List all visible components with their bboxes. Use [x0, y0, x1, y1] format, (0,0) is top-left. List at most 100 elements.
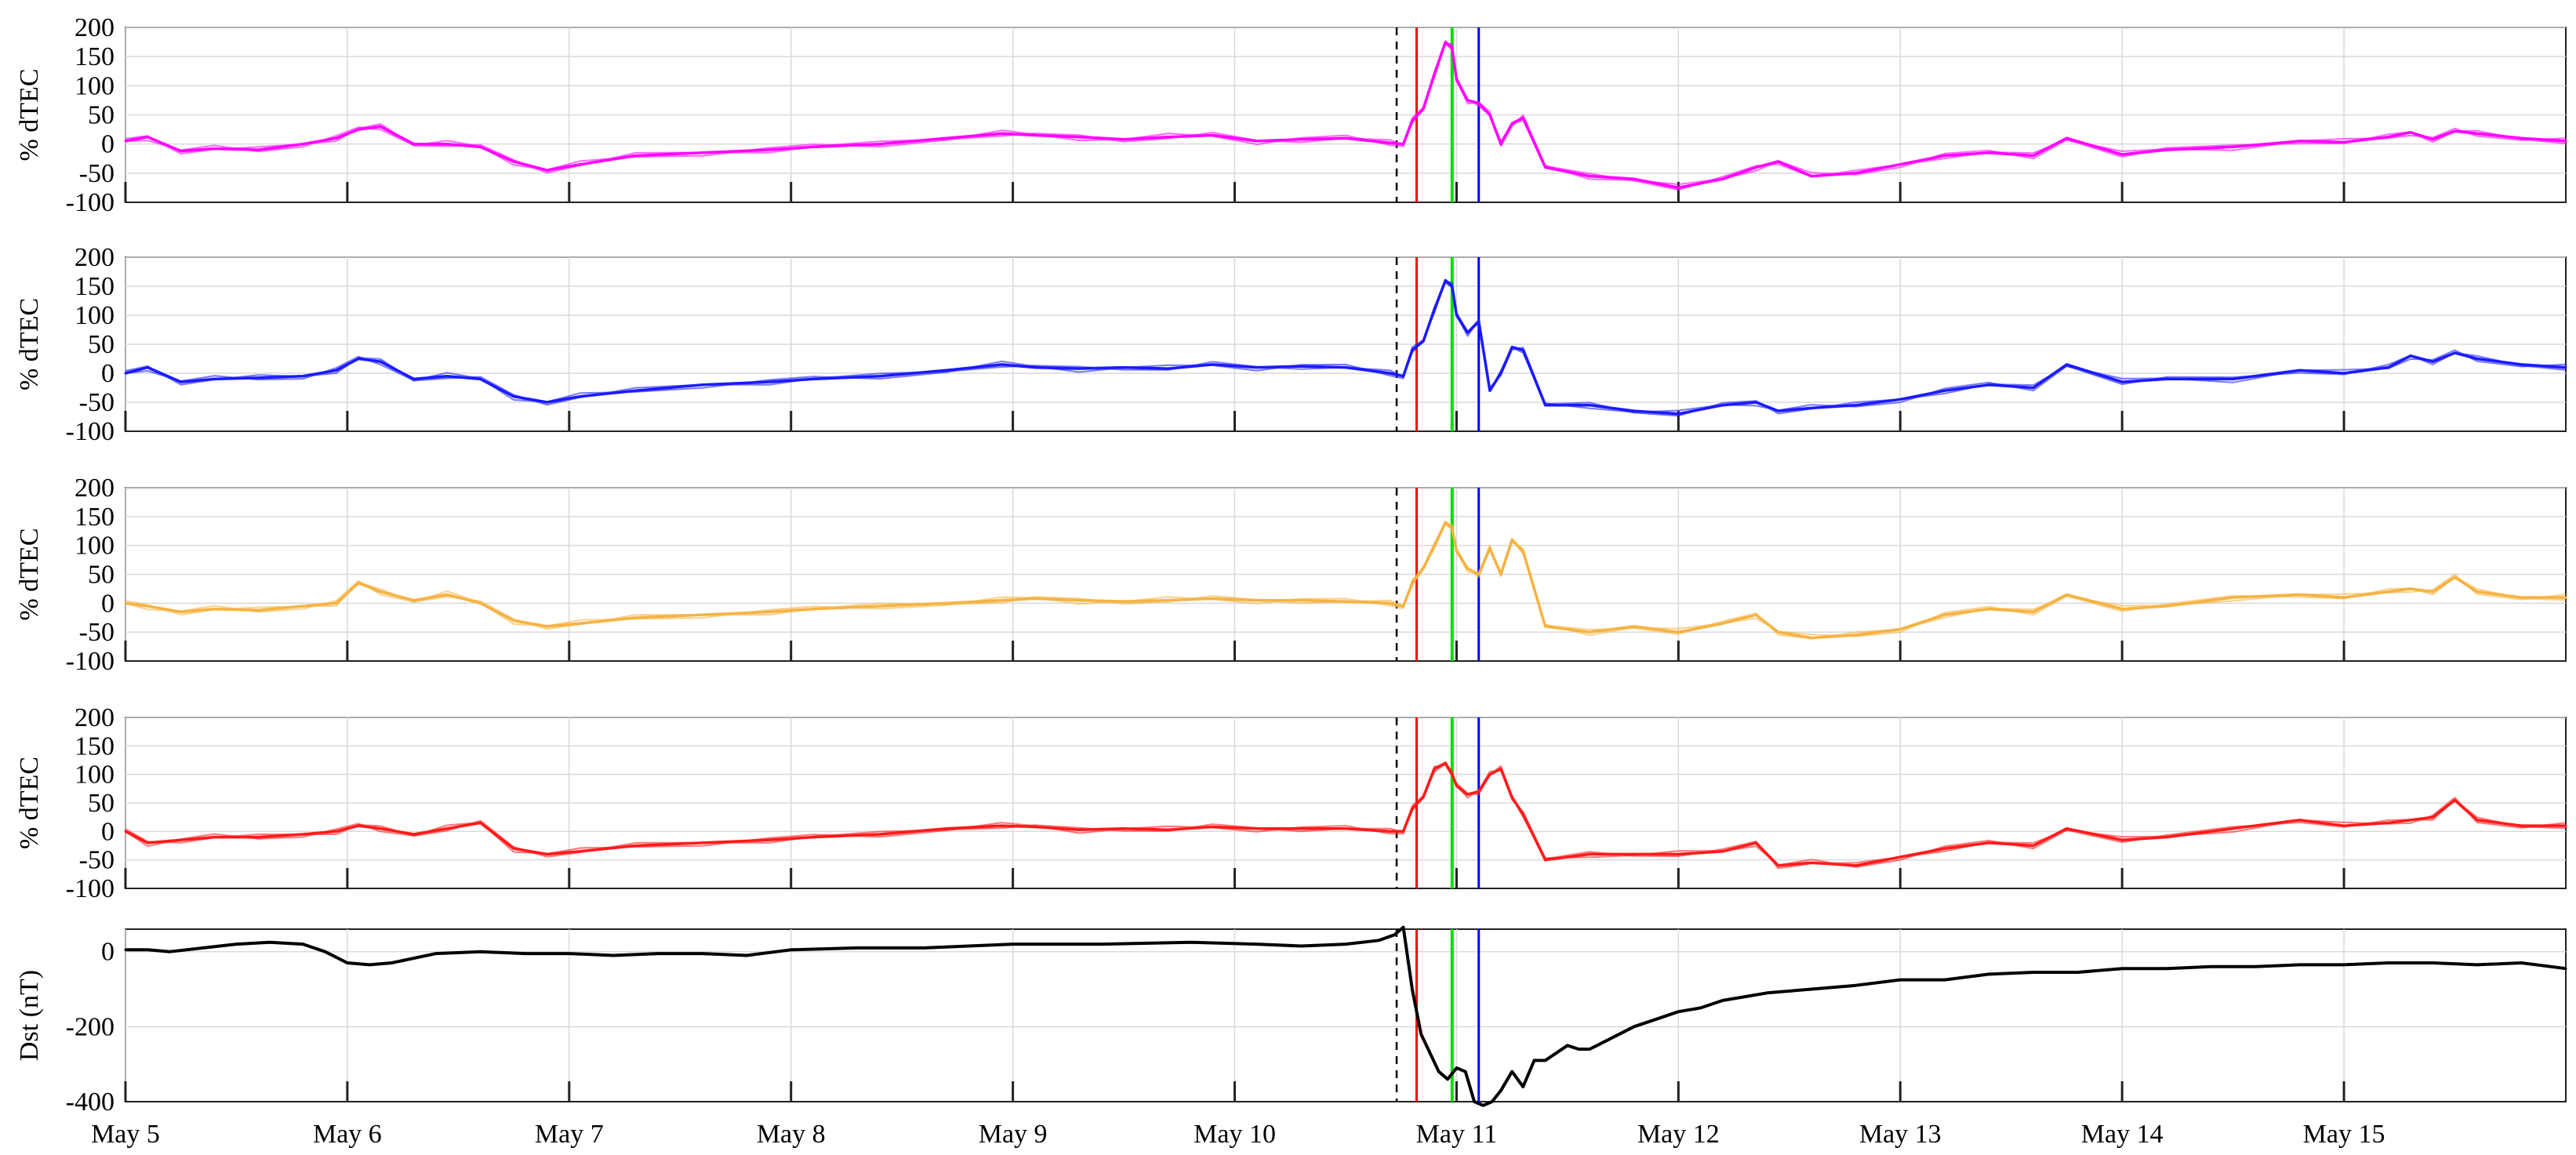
data-point — [1451, 46, 1454, 49]
data-point — [1001, 363, 1003, 366]
data-point — [512, 847, 515, 850]
data-point — [2032, 387, 2035, 389]
data-point — [1855, 864, 1858, 867]
data-point — [1389, 830, 1392, 833]
data-point — [1377, 939, 1380, 942]
data-point — [1012, 943, 1015, 946]
data-point — [1466, 567, 1470, 570]
data-point — [235, 943, 238, 946]
data-point — [1810, 637, 1813, 639]
data-point — [1499, 1089, 1502, 1092]
data-point — [878, 375, 881, 378]
data-point — [1499, 767, 1502, 770]
y-tick-label: 150 — [74, 732, 114, 761]
data-point — [2165, 605, 2168, 608]
data-point — [1034, 597, 1037, 600]
data-point — [146, 136, 149, 139]
data-point — [2476, 358, 2479, 360]
data-point — [1411, 582, 1414, 584]
y-tick-label: -50 — [79, 846, 114, 875]
data-point — [1488, 389, 1491, 392]
data-point — [1422, 340, 1425, 343]
data-point — [1766, 991, 1768, 994]
data-point — [512, 619, 515, 622]
data-point — [1255, 827, 1259, 830]
data-point — [1001, 824, 1003, 827]
data-point — [1544, 165, 1547, 169]
data-point — [1481, 1104, 1484, 1107]
data-point — [1721, 177, 1724, 180]
data-point — [445, 375, 449, 378]
data-point — [2454, 798, 2456, 801]
data-point — [1189, 941, 1192, 944]
data-point — [2520, 824, 2523, 827]
data-point — [1987, 608, 1990, 611]
data-point — [1473, 1100, 1476, 1103]
data-point — [412, 599, 416, 602]
data-point — [546, 169, 548, 172]
data-point — [1034, 134, 1037, 136]
x-tick-label: May 8 — [757, 1120, 826, 1149]
data-point — [1078, 367, 1081, 370]
data-point — [1987, 841, 1990, 844]
data-point — [301, 833, 304, 836]
data-point — [1777, 630, 1780, 634]
y-tick-label: 0 — [101, 359, 114, 388]
data-point — [2076, 971, 2080, 974]
data-point — [2409, 819, 2412, 822]
data-point — [2209, 965, 2212, 968]
y-tick-label: -100 — [66, 188, 114, 217]
data-point — [2431, 138, 2434, 141]
y-tick-label: 200 — [74, 13, 114, 42]
data-point — [767, 610, 770, 613]
data-point — [2254, 965, 2257, 968]
data-point — [634, 389, 638, 392]
data-point — [1488, 547, 1491, 550]
data-point — [1544, 625, 1547, 628]
data-point — [2409, 587, 2412, 590]
series-line — [125, 925, 2567, 1107]
data-point — [856, 946, 859, 950]
x-tick-label: May 15 — [2303, 1120, 2385, 1149]
data-point — [2298, 593, 2301, 596]
y-tick-label: -50 — [79, 159, 114, 188]
data-point — [812, 836, 815, 839]
data-point — [412, 143, 416, 146]
y-axis-label: % dTEC — [15, 528, 44, 620]
data-point — [1499, 143, 1502, 146]
data-point — [268, 941, 271, 944]
y-axis-label: % dTEC — [15, 68, 44, 161]
data-point — [2298, 819, 2301, 822]
data-point — [1422, 567, 1425, 570]
data-point — [767, 838, 770, 841]
data-point — [1167, 136, 1170, 139]
data-point — [2298, 369, 2301, 372]
data-point — [2564, 967, 2567, 970]
data-point — [213, 836, 216, 839]
data-point — [1389, 372, 1392, 375]
data-point — [1743, 995, 1746, 998]
data-point — [257, 148, 260, 151]
data-point — [1255, 140, 1259, 143]
x-tick-label: May 5 — [91, 1120, 160, 1149]
data-point — [1544, 1059, 1547, 1062]
data-point — [2564, 140, 2567, 143]
series-line — [125, 278, 2567, 416]
data-point — [1943, 613, 1946, 616]
data-point — [1898, 979, 1902, 982]
data-point — [579, 395, 582, 398]
data-point — [1433, 308, 1436, 311]
data-point — [357, 358, 360, 360]
data-point — [923, 946, 925, 950]
data-point — [1167, 828, 1170, 831]
data-point — [945, 601, 948, 605]
data-point — [1677, 1010, 1680, 1013]
data-point — [790, 948, 793, 951]
y-axis-label: % dTEC — [15, 757, 44, 849]
data-point — [146, 841, 149, 844]
data-point — [391, 961, 393, 964]
data-point — [2564, 366, 2567, 369]
data-point — [1433, 544, 1436, 547]
data-point — [1466, 331, 1470, 334]
